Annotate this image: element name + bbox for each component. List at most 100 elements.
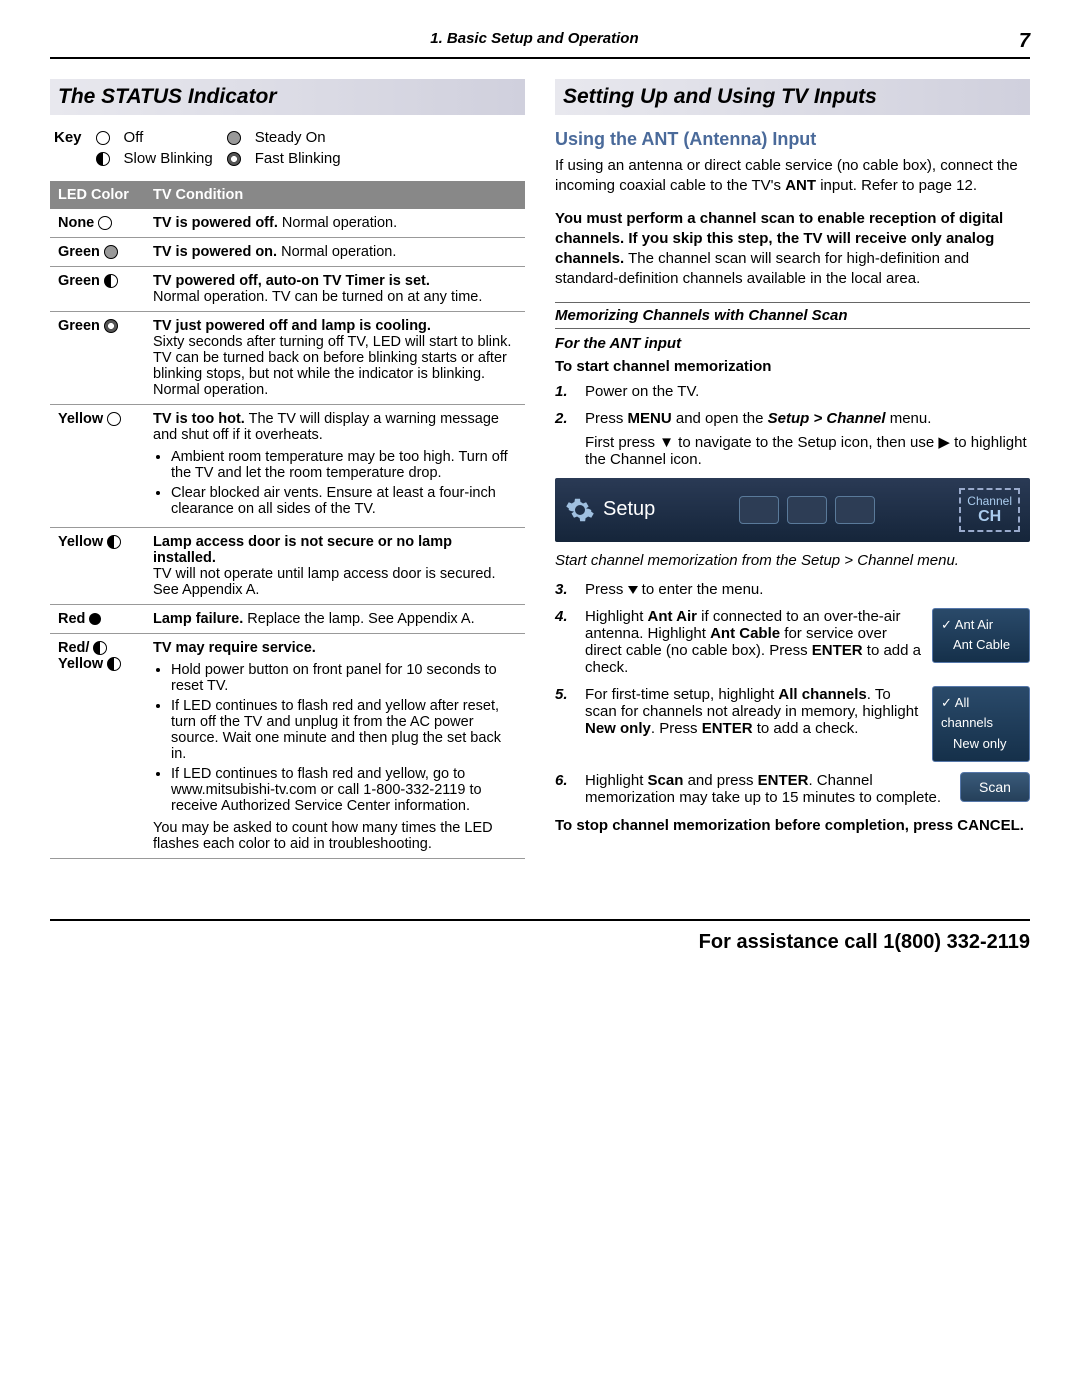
- table-row: Red Lamp failure. Replace the lamp. See …: [50, 605, 525, 634]
- s5-new: New only: [585, 720, 651, 737]
- s4a: Highlight: [585, 608, 648, 625]
- ant-bold: ANT: [785, 177, 816, 194]
- channel-badge-label: Channel: [967, 494, 1012, 508]
- opt-ant-cable: Ant Cable: [941, 635, 1021, 656]
- s5-all: All channels: [778, 686, 866, 703]
- step-6: Highlight Scan and press ENTER. Channel …: [555, 772, 1030, 806]
- p1b: input. Refer to page 12.: [816, 177, 977, 194]
- s5c: . Press: [651, 720, 702, 737]
- fast-blinking-icon: [227, 152, 241, 166]
- led-color-cell: Yellow: [50, 405, 145, 528]
- list-item: Clear blocked air vents. Ensure at least…: [171, 485, 517, 517]
- th-tv-condition: TV Condition: [145, 181, 525, 209]
- status-indicator-heading: The STATUS Indicator: [50, 79, 525, 115]
- s5-enter: ENTER: [702, 720, 753, 737]
- table-row: None TV is powered off. Normal operation…: [50, 209, 525, 238]
- tv-condition-cell: TV just powered off and lamp is cooling.…: [145, 312, 525, 405]
- menu-setup-label: Setup: [603, 498, 655, 521]
- dim-icon: [835, 496, 875, 524]
- s2a: Press: [585, 410, 628, 427]
- stop-cancel: CANCEL: [957, 817, 1020, 834]
- table-row: Green TV is powered on. Normal operation…: [50, 238, 525, 267]
- dim-icons: [663, 496, 951, 524]
- status-table: LED Color TV Condition None TV is powere…: [50, 181, 525, 859]
- stop-memorization-para: To stop channel memorization before comp…: [555, 816, 1030, 836]
- led-color-cell: Red/ Yellow: [50, 634, 145, 859]
- stop-text: To stop channel memorization before comp…: [555, 817, 957, 834]
- led-color-cell: None: [50, 209, 145, 238]
- s3a: Press: [585, 581, 628, 598]
- table-row: Green TV powered off, auto-on TV Timer i…: [50, 267, 525, 312]
- table-row: Yellow TV is too hot. The TV will displa…: [50, 405, 525, 528]
- tv-condition-cell: Lamp failure. Replace the lamp. See Appe…: [145, 605, 525, 634]
- steps-list-cont: Press to enter the menu. Highlight Ant A…: [555, 581, 1030, 806]
- list-item: If LED continues to flash red and yellow…: [171, 766, 517, 814]
- for-ant-heading: For the ANT input: [555, 335, 1030, 352]
- led-icon: [89, 613, 101, 625]
- th-led-color: LED Color: [50, 181, 145, 209]
- led-icon: [104, 319, 118, 333]
- led-color-cell: Red: [50, 605, 145, 634]
- tv-condition-cell: TV powered off, auto-on TV Timer is set.…: [145, 267, 525, 312]
- legend-key: Key Off Steady On Slow Blinking Fast Bli…: [54, 129, 525, 167]
- led-icon: [93, 641, 107, 655]
- list-item: Ambient room temperature may be too high…: [171, 449, 517, 481]
- led-color-cell: Green: [50, 267, 145, 312]
- legend-slow: Slow Blinking: [124, 150, 213, 167]
- table-row: Green TV just powered off and lamp is co…: [50, 312, 525, 405]
- s4-enter: ENTER: [812, 642, 863, 659]
- channel-scan-para: You must perform a channel scan to enabl…: [555, 209, 1030, 290]
- start-memorization-heading: To start channel memorization: [555, 358, 1030, 375]
- section-title: 1. Basic Setup and Operation: [430, 30, 638, 53]
- ant-option-box: Ant Air Ant Cable: [932, 608, 1030, 664]
- step-1-text: Power on the TV.: [585, 383, 1030, 400]
- s6b: and press: [683, 772, 757, 789]
- s4-antair: Ant Air: [648, 608, 697, 625]
- s2-sub: First press ▼ to navigate to the Setup i…: [585, 433, 1030, 468]
- led-icon: [107, 412, 121, 426]
- legend-steady: Steady On: [255, 129, 341, 146]
- ant-input-heading: Using the ANT (Antenna) Input: [555, 129, 1030, 150]
- s6-scan: Scan: [648, 772, 684, 789]
- page-number: 7: [1019, 30, 1030, 53]
- stop-end: .: [1020, 817, 1024, 834]
- memorizing-heading: Memorizing Channels with Channel Scan: [555, 302, 1030, 329]
- led-icon: [104, 274, 118, 288]
- scan-button-graphic: Scan: [960, 772, 1030, 802]
- step-5: For first-time setup, highlight All chan…: [555, 686, 1030, 762]
- led-color-cell: Green: [50, 312, 145, 405]
- legend-grid: Off Steady On Slow Blinking Fast Blinkin…: [96, 129, 341, 167]
- footer-assistance: For assistance call 1(800) 332-2119: [50, 919, 1030, 954]
- s5a: For first-time setup, highlight: [585, 686, 778, 703]
- s5d: to add a check.: [753, 720, 859, 737]
- slow-blinking-icon: [96, 152, 110, 166]
- opt-ant-air: Ant Air: [941, 615, 1021, 636]
- table-row: Red/ Yellow TV may require service.Hold …: [50, 634, 525, 859]
- channels-option-box: All channels New only: [932, 686, 1030, 762]
- opt-all-channels: All channels: [941, 693, 1021, 735]
- s6a: Highlight: [585, 772, 648, 789]
- gear-icon: [565, 495, 595, 525]
- legend-off: Off: [124, 129, 213, 146]
- tv-condition-cell: TV is too hot. The TV will display a war…: [145, 405, 525, 528]
- right-column: Setting Up and Using TV Inputs Using the…: [555, 79, 1030, 859]
- triangle-down-icon: [628, 586, 638, 594]
- dim-icon: [787, 496, 827, 524]
- opt-new-only: New only: [941, 734, 1021, 755]
- s2-setup: Setup > Channel: [768, 410, 886, 427]
- ant-intro-para: If using an antenna or direct cable serv…: [555, 156, 1030, 197]
- s2b: and open the: [672, 410, 768, 427]
- table-row: Yellow Lamp access door is not secure or…: [50, 528, 525, 605]
- tv-condition-cell: TV is powered off. Normal operation.: [145, 209, 525, 238]
- led-color-cell: Yellow: [50, 528, 145, 605]
- led-icon: [107, 535, 121, 549]
- right-title: Setting Up and Using TV Inputs: [563, 79, 877, 114]
- ch-icon: CH: [967, 508, 1012, 526]
- led-color-cell: Green: [50, 238, 145, 267]
- dim-icon: [739, 496, 779, 524]
- led-icon: [104, 245, 118, 259]
- s6-enter: ENTER: [758, 772, 809, 789]
- step-3: Press to enter the menu.: [555, 581, 1030, 598]
- step-1: Power on the TV.: [555, 383, 1030, 400]
- page-header: 1. Basic Setup and Operation 7: [50, 30, 1030, 59]
